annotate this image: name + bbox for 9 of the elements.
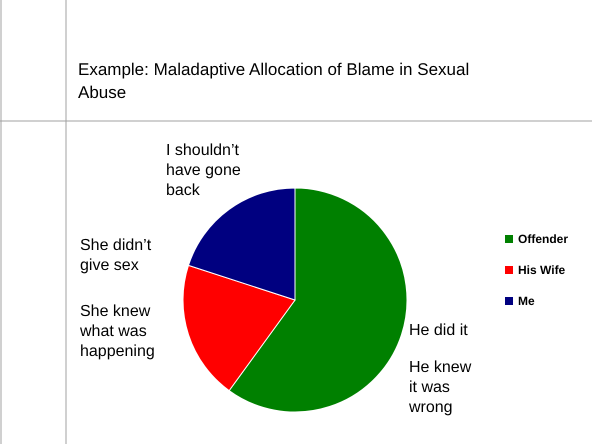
- text: I shouldn’t have gone back: [166, 142, 241, 199]
- text: He knew it was wrong: [408, 359, 472, 416]
- chart-title: Example: Maladaptive Allocation of Blame in Sexual Abuse: [78, 60, 470, 102]
- legend-label: Me: [518, 294, 535, 308]
- text: She didn’t give sex: [80, 237, 152, 274]
- text: He did it: [409, 322, 468, 339]
- text: She knew what was happening: [79, 303, 155, 360]
- legend-label: Offender: [518, 232, 568, 246]
- legend-label: His Wife: [518, 263, 566, 277]
